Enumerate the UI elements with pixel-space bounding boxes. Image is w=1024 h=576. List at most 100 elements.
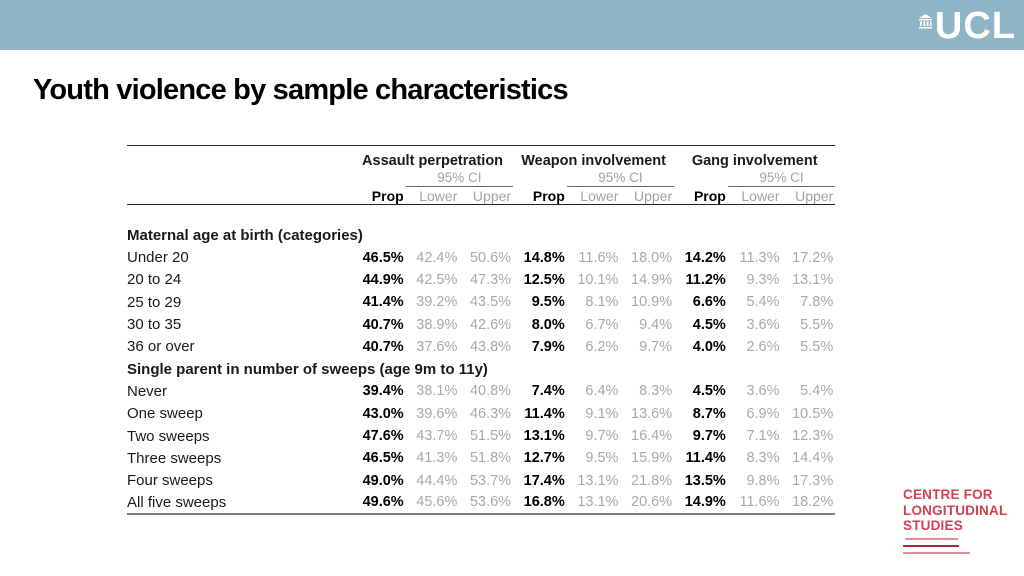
empty-header-cell <box>127 169 352 187</box>
ci-value: 9.1% <box>585 405 619 422</box>
group-header-gang: Gang involvement <box>674 145 836 169</box>
column-header-prop: Prop <box>513 186 567 205</box>
group-header-weapon: Weapon involvement <box>513 145 675 169</box>
ci-value: 10.1% <box>577 271 619 288</box>
ci-label-weapon: 95% CI <box>566 168 675 187</box>
ci-value: 40.8% <box>469 383 512 400</box>
prop-value: 8.0% <box>531 316 565 333</box>
prop-value: 16.8% <box>513 491 567 516</box>
ci-value: 12.3% <box>792 428 834 445</box>
ucl-logo: UCL <box>918 5 1016 47</box>
ci-value: 8.1% <box>585 294 619 311</box>
ci-value: 51.5% <box>469 428 512 445</box>
ci-value: 5.5% <box>800 338 834 355</box>
table-row: All five sweeps 49.6% 45.6% 53.6% 16.8% 13.1%… <box>127 491 836 516</box>
cls-logo-rule <box>903 544 959 547</box>
ci-label-assault: 95% CI <box>405 168 514 187</box>
table-row: Never 39.4% 38.1% 40.8% 7.4% 6.4% 8.3% 4.5% 3.6%… <box>127 380 835 402</box>
prop-value: 12.5% <box>523 271 565 288</box>
prop-value: 4.0% <box>692 338 726 355</box>
ci-value: 16.4% <box>631 428 673 445</box>
ci-value: 17.3% <box>792 472 834 489</box>
prop-value: 11.4% <box>524 405 565 422</box>
ci-value: 53.6% <box>459 491 514 516</box>
column-header-lower: Lower <box>566 186 621 205</box>
ci-value: 13.1% <box>577 472 619 489</box>
prop-value: 4.5% <box>692 383 726 400</box>
row-label: 36 or over <box>127 338 195 356</box>
group-header-assault: Assault perpetration <box>352 145 514 169</box>
ci-value: 42.4% <box>416 249 458 266</box>
cls-logo-line: LONGITUDINAL <box>903 502 1008 518</box>
table-body: Maternal age at birth (categories) Under … <box>127 205 836 516</box>
ci-value: 5.4% <box>746 294 780 311</box>
ci-value: 7.8% <box>800 294 834 311</box>
ci-value: 6.7% <box>585 316 619 333</box>
ci-value: 11.6% <box>727 491 782 516</box>
table-row: Three sweeps 46.5% 41.3% 51.8% 12.7% 9.5% 15.9… <box>127 447 835 469</box>
ci-value: 37.6% <box>416 338 458 355</box>
ci-value: 9.3% <box>746 271 780 288</box>
ci-value: 39.6% <box>416 405 458 422</box>
prop-value: 46.5% <box>362 450 404 467</box>
table-group-header-row: Assault perpetration Weapon involvement … <box>127 145 836 169</box>
prop-value: 40.7% <box>362 316 404 333</box>
prop-value: 44.9% <box>362 271 404 288</box>
top-banner: UCL <box>0 0 1024 50</box>
section-header: Single parent in number of sweeps (age 9… <box>127 360 488 378</box>
cls-logo-line: STUDIES <box>903 518 963 533</box>
row-label: Two sweeps <box>127 427 210 445</box>
ci-value: 39.2% <box>416 294 458 311</box>
results-table-container: Assault perpetration Weapon involvement … <box>127 145 836 516</box>
ci-value: 9.4% <box>639 316 673 333</box>
prop-value: 8.7% <box>692 405 726 422</box>
ci-value: 50.6% <box>469 249 512 266</box>
ci-value: 46.3% <box>469 405 512 422</box>
cls-logo-line: CENTRE FOR <box>903 487 993 502</box>
ci-value: 18.0% <box>631 249 673 266</box>
ci-label-gang: 95% CI <box>727 168 836 187</box>
empty-header-cell <box>513 169 567 187</box>
ci-value: 6.9% <box>746 405 780 422</box>
row-label: Four sweeps <box>127 472 213 490</box>
ci-value: 10.5% <box>792 405 834 422</box>
ci-value: 13.1% <box>566 491 621 516</box>
prop-value: 11.2% <box>685 271 726 288</box>
ci-value: 3.6% <box>746 316 780 333</box>
ci-value: 10.9% <box>631 294 673 311</box>
column-header-prop: Prop <box>352 186 406 205</box>
row-label: Never <box>127 382 168 400</box>
empty-header-cell <box>352 169 406 187</box>
ci-value: 21.8% <box>631 472 673 489</box>
ci-value: 6.2% <box>585 338 619 355</box>
prop-value: 13.5% <box>684 472 726 489</box>
ci-value: 53.7% <box>469 472 512 489</box>
results-table: Assault perpetration Weapon involvement … <box>127 145 836 516</box>
prop-value: 17.4% <box>523 472 565 489</box>
prop-value: 41.4% <box>362 294 404 311</box>
table-row: One sweep 43.0% 39.6% 46.3% 11.4% 9.1% 13.6% 8.… <box>127 403 835 425</box>
column-header-upper: Upper <box>781 186 836 205</box>
row-label: 20 to 24 <box>127 271 182 289</box>
prop-value: 49.0% <box>362 472 404 489</box>
section-header: Maternal age at birth (categories) <box>127 227 363 245</box>
table-ci-header-row: 95% CI 95% CI 95% CI <box>127 168 836 187</box>
prop-value: 49.6% <box>352 491 406 516</box>
row-label: 30 to 35 <box>127 316 182 334</box>
ci-value: 9.5% <box>585 450 619 467</box>
ci-value: 42.5% <box>416 271 458 288</box>
ci-value: 15.9% <box>631 450 673 467</box>
slide-title: Youth violence by sample characteristics <box>33 74 569 106</box>
prop-value: 14.8% <box>523 249 565 266</box>
ci-value: 8.3% <box>639 383 673 400</box>
ci-value: 13.1% <box>792 271 834 288</box>
ci-value: 6.4% <box>585 383 619 400</box>
ci-value: 2.6% <box>746 338 780 355</box>
ci-value: 44.4% <box>416 472 458 489</box>
ci-value: 11.3% <box>739 249 780 266</box>
ci-value: 43.5% <box>469 294 512 311</box>
ci-value: 9.7% <box>585 428 619 445</box>
prop-value: 39.4% <box>362 383 404 400</box>
column-header-lower: Lower <box>727 186 782 205</box>
table-row: Under 20 46.5% 42.4% 50.6% 14.8% 11.6% 18.0% 14… <box>127 247 835 269</box>
